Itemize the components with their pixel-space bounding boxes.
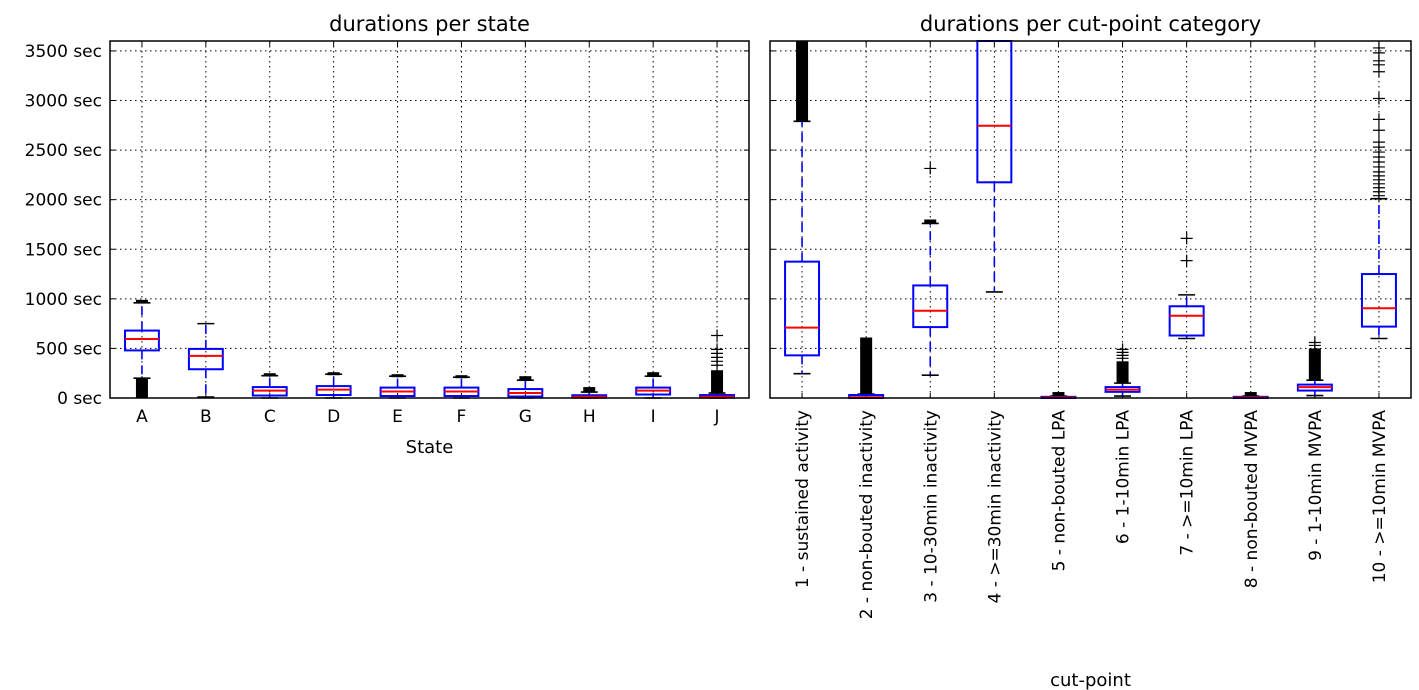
state-xtick-label: B xyxy=(200,407,212,427)
cutpoint-chart-title: durations per cut-point category xyxy=(920,12,1261,36)
state-boxplot-panel: 0 sec 500 sec 1000 sec 1500 sec 2000 sec 2500… xyxy=(25,12,750,458)
cutpoint-x-axis-label: cut-point xyxy=(1050,670,1131,690)
state-xtick-label: A xyxy=(136,407,148,427)
state-ytick-label: 500 sec xyxy=(35,339,102,359)
cutpoint-flier xyxy=(1372,113,1385,126)
cutpoint-flier-cluster xyxy=(1244,392,1257,397)
cutpoint-flier-cluster xyxy=(1308,348,1321,381)
cutpoint-flier-cluster xyxy=(1052,392,1065,397)
state-flier-cluster xyxy=(327,372,340,376)
state-xtick-label: D xyxy=(327,407,340,427)
cutpoint-xtick-label: 9 - 1-10min MVPA xyxy=(1306,410,1326,561)
state-xtick-label: G xyxy=(519,407,532,427)
state-chart-title: durations per state xyxy=(329,12,530,36)
cutpoint-xtick-label: 10 - >=10min MVPA xyxy=(1370,410,1390,584)
state-ytick-label: 2000 sec xyxy=(25,191,102,211)
state-ytick-label: 2500 sec xyxy=(25,141,102,161)
cutpoint-xtick-label: 8 - non-bouted MVPA xyxy=(1242,410,1262,589)
cutpoint-flier-cluster xyxy=(924,219,937,224)
cutpoint-flier xyxy=(1372,41,1385,54)
state-flier-cluster xyxy=(391,374,404,378)
cutpoint-box xyxy=(784,260,821,357)
state-xtick-label: J xyxy=(714,407,720,427)
state-flier-cluster xyxy=(135,299,148,303)
state-ytick-label: 1500 sec xyxy=(25,240,102,260)
state-flier-cluster xyxy=(583,387,596,393)
cutpoint-flier-cluster xyxy=(860,337,873,395)
state-box xyxy=(124,329,160,352)
state-flier-cluster xyxy=(135,378,148,398)
cutpoint-xtick-label: 6 - 1-10min LPA xyxy=(1114,410,1134,544)
cutpoint-box xyxy=(1168,305,1205,337)
cutpoint-flier xyxy=(1372,136,1385,149)
state-ytick-label: 1000 sec xyxy=(25,290,102,310)
cutpoint-axes-frame xyxy=(769,40,1412,399)
state-flier-cluster xyxy=(263,373,276,377)
state-xtick-label: C xyxy=(264,407,276,427)
state-flier-cluster xyxy=(519,376,532,381)
state-ytick-label: 0 sec xyxy=(57,389,102,409)
state-xtick-label: I xyxy=(651,407,656,427)
state-ytick-label: 3000 sec xyxy=(25,92,102,112)
cutpoint-xtick-label: 7 - >=10min LPA xyxy=(1178,410,1198,556)
state-flier-cluster xyxy=(455,375,468,379)
cutpoint-flier xyxy=(1372,124,1385,137)
cutpoint-flier xyxy=(1372,92,1385,105)
state-axes-frame xyxy=(109,40,750,399)
state-ytick-label: 3500 sec xyxy=(25,42,102,62)
cutpoint-boxplot-panel: 1 - sustained activity 2 - non-bouted ina… xyxy=(769,12,1412,690)
cutpoint-xtick-label: 5 - non-bouted LPA xyxy=(1049,410,1069,572)
cutpoint-flier xyxy=(1180,232,1193,245)
state-flier-cluster xyxy=(711,370,724,394)
cutpoint-flier xyxy=(924,162,937,175)
state-x-axis-label: State xyxy=(406,437,454,458)
cutpoint-xtick-label: 2 - non-bouted inactivity xyxy=(857,410,877,619)
state-xtick-label: H xyxy=(583,407,596,427)
cutpoint-flier xyxy=(1180,254,1193,267)
cutpoint-xtick-label: 4 - >=30min inactivity xyxy=(985,410,1005,604)
cutpoint-flier-cluster xyxy=(796,41,809,122)
state-xtick-label: E xyxy=(392,407,403,427)
cutpoint-box xyxy=(912,284,949,329)
cutpoint-xtick-label: 1 - sustained activity xyxy=(793,410,813,588)
state-box xyxy=(187,347,224,371)
cutpoint-xtick-label: 3 - 10-30min inactivity xyxy=(921,410,941,603)
cutpoint-flier xyxy=(1308,336,1321,349)
cutpoint-flier-cluster xyxy=(1116,361,1129,384)
state-flier-cluster xyxy=(647,372,660,377)
state-flier xyxy=(711,343,724,356)
cutpoint-box xyxy=(1360,273,1397,328)
state-flier xyxy=(711,329,724,342)
cutpoint-flier xyxy=(1116,343,1129,356)
state-xtick-label: F xyxy=(457,407,467,427)
